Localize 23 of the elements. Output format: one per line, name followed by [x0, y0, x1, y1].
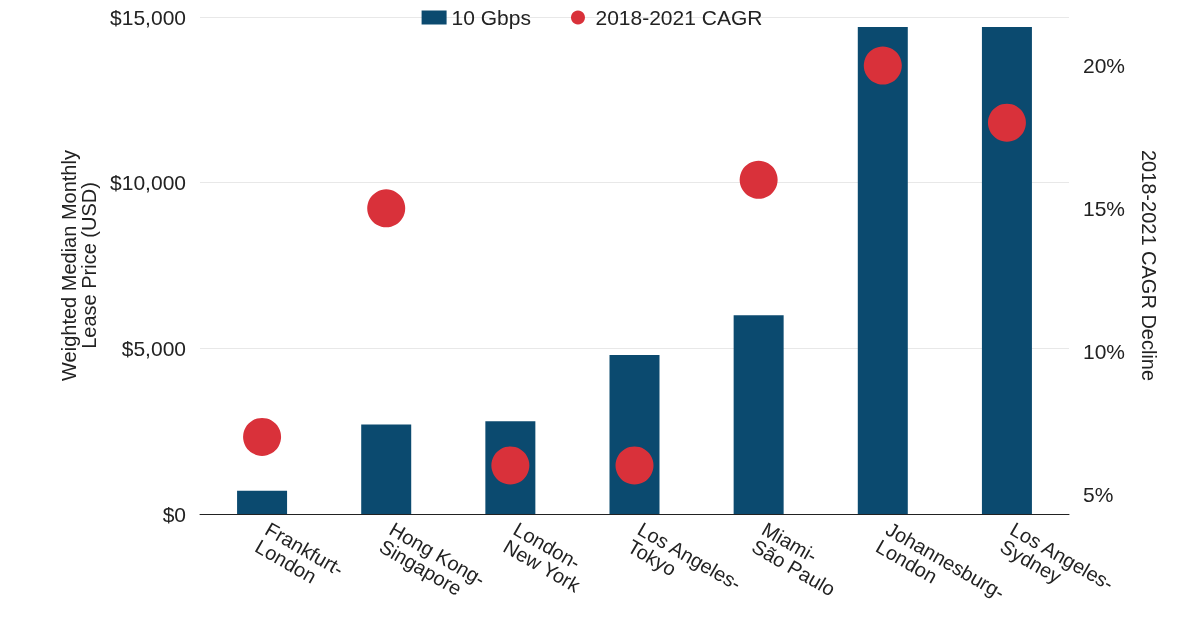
- y2-axis-title: 2018-2021 CAGR Decline: [1138, 149, 1160, 382]
- y2-tick-label: 10%: [1083, 339, 1126, 363]
- legend-label: 2018-2021 CAGR: [595, 6, 763, 29]
- y2-tick-label: 15%: [1083, 196, 1126, 220]
- y2-tick-label: 5%: [1083, 482, 1114, 506]
- y-tick-label: $5,000: [121, 336, 186, 360]
- point: [243, 417, 282, 456]
- bar: [733, 315, 784, 514]
- bar: [981, 26, 1032, 514]
- bar: [361, 424, 412, 514]
- point: [987, 103, 1026, 142]
- point: [739, 160, 778, 199]
- y-tick-label: $0: [162, 502, 186, 526]
- y-tick-label: $15,000: [110, 5, 186, 29]
- y2-tick-label: 20%: [1083, 54, 1126, 78]
- bar: [237, 490, 288, 514]
- y-tick-label: $10,000: [110, 171, 186, 195]
- y-axis-title: Weighted Median Monthly Lease Price (USD): [58, 150, 101, 381]
- point: [863, 46, 902, 85]
- legend-label: 10 Gbps: [451, 6, 531, 29]
- bar: [857, 26, 908, 514]
- point: [367, 189, 406, 228]
- point: [615, 446, 654, 485]
